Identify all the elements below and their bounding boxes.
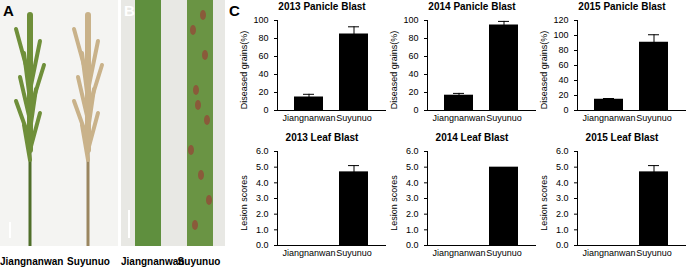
- svg-text:Suyunuo: Suyunuo: [636, 113, 672, 123]
- svg-text:80: 80: [558, 45, 568, 55]
- svg-text:Suyunuo: Suyunuo: [636, 248, 672, 258]
- html-text:Lesion scores: Lesion scores: [239, 175, 249, 231]
- svg-text:60: 60: [258, 51, 268, 61]
- svg-text:Jiangnanwan: Jiangnanwan: [282, 248, 335, 258]
- html-text:Diseased grains(%): Diseased grains(%): [539, 30, 549, 110]
- svg-text:5.0: 5.0: [256, 162, 269, 172]
- html-text:Suyunuo: Suyunuo: [177, 256, 221, 267]
- html-text:2015 Leaf Blast: 2015 Leaf Blast: [585, 132, 659, 143]
- svg-text:Suyunuo: Suyunuo: [486, 113, 522, 123]
- svg-text:100: 100: [253, 15, 268, 25]
- svg-text:0.0: 0.0: [406, 240, 419, 250]
- html-text:Diseased grains(%): Diseased grains(%): [389, 30, 399, 110]
- svg-text:6.0: 6.0: [256, 146, 269, 156]
- html-text:C: C: [229, 2, 240, 19]
- html-text:B: B: [124, 2, 135, 19]
- html-text:2014 Leaf Blast: 2014 Leaf Blast: [435, 132, 509, 143]
- svg-text:80: 80: [408, 33, 418, 43]
- svg-text:Jiangnanwan: Jiangnanwan: [582, 113, 635, 123]
- svg-text:60: 60: [408, 51, 418, 61]
- svg-text:2.0: 2.0: [556, 209, 569, 219]
- svg-text:Jiangnanwan: Jiangnanwan: [582, 248, 635, 258]
- svg-text:20: 20: [408, 87, 418, 97]
- svg-text:Suyunuo: Suyunuo: [336, 113, 372, 123]
- svg-text:1.0: 1.0: [256, 225, 269, 235]
- html-text:Lesion scores: Lesion scores: [539, 175, 549, 231]
- svg-text:6.0: 6.0: [556, 146, 569, 156]
- html-text:2013 Panicle Blast: 2013 Panicle Blast: [278, 1, 366, 12]
- svg-text:3.0: 3.0: [556, 193, 569, 203]
- svg-text:20: 20: [558, 90, 568, 100]
- html-text:2013 Leaf Blast: 2013 Leaf Blast: [285, 132, 359, 143]
- svg-text:Jiangnanwan: Jiangnanwan: [432, 113, 485, 123]
- svg-text:120: 120: [553, 15, 568, 25]
- html-text:Jiangnanwan: Jiangnanwan: [121, 256, 185, 267]
- svg-text:100: 100: [403, 15, 418, 25]
- html-text:Lesion scores: Lesion scores: [389, 175, 399, 231]
- svg-text:0.0: 0.0: [556, 240, 569, 250]
- html-text:A: A: [3, 2, 14, 19]
- svg-text:4.0: 4.0: [556, 178, 569, 188]
- svg-text:80: 80: [258, 33, 268, 43]
- svg-text:2.0: 2.0: [406, 209, 419, 219]
- html-text:2015 Panicle Blast: 2015 Panicle Blast: [578, 1, 666, 12]
- svg-text:0: 0: [563, 105, 568, 115]
- svg-text:3.0: 3.0: [406, 193, 419, 203]
- html-text:2014 Panicle Blast: 2014 Panicle Blast: [428, 1, 516, 12]
- svg-text:Jiangnanwan: Jiangnanwan: [432, 248, 485, 258]
- html-text:Diseased grains(%): Diseased grains(%): [239, 30, 249, 110]
- svg-text:0.0: 0.0: [256, 240, 269, 250]
- svg-text:5.0: 5.0: [406, 162, 419, 172]
- svg-text:40: 40: [258, 69, 268, 79]
- svg-text:60: 60: [558, 60, 568, 70]
- svg-text:1.0: 1.0: [406, 225, 419, 235]
- svg-text:0: 0: [413, 105, 418, 115]
- svg-text:40: 40: [408, 69, 418, 79]
- svg-text:0: 0: [263, 105, 268, 115]
- svg-text:2.0: 2.0: [256, 209, 269, 219]
- svg-text:20: 20: [258, 87, 268, 97]
- svg-text:4.0: 4.0: [256, 178, 269, 188]
- svg-text:1.0: 1.0: [556, 225, 569, 235]
- html-text:Jiangnanwan Suyunuo: Jiangnanwan Suyunuo: [0, 256, 110, 267]
- svg-text:6.0: 6.0: [406, 146, 419, 156]
- svg-text:Jiangnanwan: Jiangnanwan: [282, 113, 335, 123]
- svg-text:5.0: 5.0: [556, 162, 569, 172]
- svg-text:40: 40: [558, 75, 568, 85]
- svg-text:Suyunuo: Suyunuo: [486, 248, 522, 258]
- svg-text:3.0: 3.0: [256, 193, 269, 203]
- svg-text:4.0: 4.0: [406, 178, 419, 188]
- svg-text:Suyunuo: Suyunuo: [336, 248, 372, 258]
- svg-text:100: 100: [553, 30, 568, 40]
